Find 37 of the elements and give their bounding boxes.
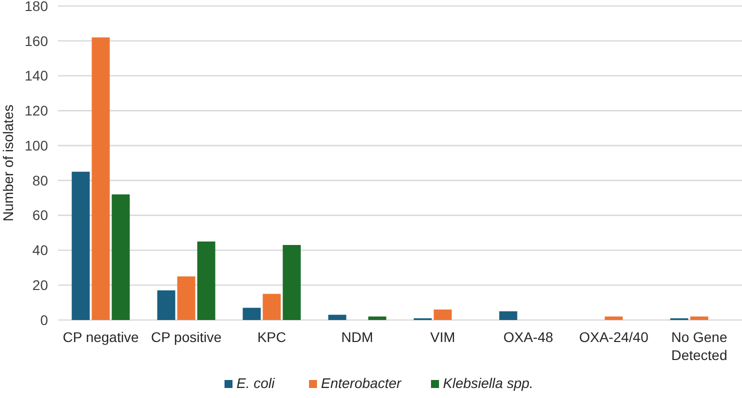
y-tick-label: 60 xyxy=(32,207,48,224)
bar xyxy=(368,316,386,320)
x-tick-label: KPC xyxy=(257,329,286,345)
bar xyxy=(604,316,623,320)
bar xyxy=(112,194,130,320)
bar xyxy=(92,37,110,320)
bar xyxy=(434,310,452,320)
x-tick-label: VIM xyxy=(430,329,456,345)
y-tick-label: 100 xyxy=(24,137,48,154)
x-tick-label: CP positive xyxy=(150,329,222,345)
y-tick-label: 80 xyxy=(32,172,48,188)
y-tick-label: 140 xyxy=(24,68,48,84)
y-tick-label: 0 xyxy=(40,312,48,328)
x-tick-label: CP negative xyxy=(62,329,139,345)
bar xyxy=(328,314,346,320)
y-axis-title: Number of isolates xyxy=(0,104,16,222)
bar xyxy=(197,242,216,320)
bar xyxy=(499,311,518,320)
legend-label: Enterobacter xyxy=(321,375,402,391)
bar xyxy=(157,290,176,320)
bar xyxy=(177,276,196,320)
y-tick-label: 160 xyxy=(24,32,48,49)
x-tick-label: OXA-24/40 xyxy=(579,329,649,345)
legend-label: E. coli xyxy=(236,375,276,391)
bar xyxy=(242,308,261,320)
y-tick-label: 20 xyxy=(32,277,48,294)
x-tick-label: OXA-48 xyxy=(503,329,554,345)
bar xyxy=(690,316,708,320)
bar xyxy=(262,294,281,320)
y-tick-label: 40 xyxy=(32,242,48,258)
legend-label: Klebsiella spp. xyxy=(443,375,534,391)
bar xyxy=(282,244,301,320)
y-tick-label: 180 xyxy=(24,0,48,14)
x-tick-label: No Gene Detected xyxy=(671,329,728,363)
x-tick-label: NDM xyxy=(341,329,374,345)
bar xyxy=(72,172,90,320)
y-tick-label: 120 xyxy=(24,102,48,119)
